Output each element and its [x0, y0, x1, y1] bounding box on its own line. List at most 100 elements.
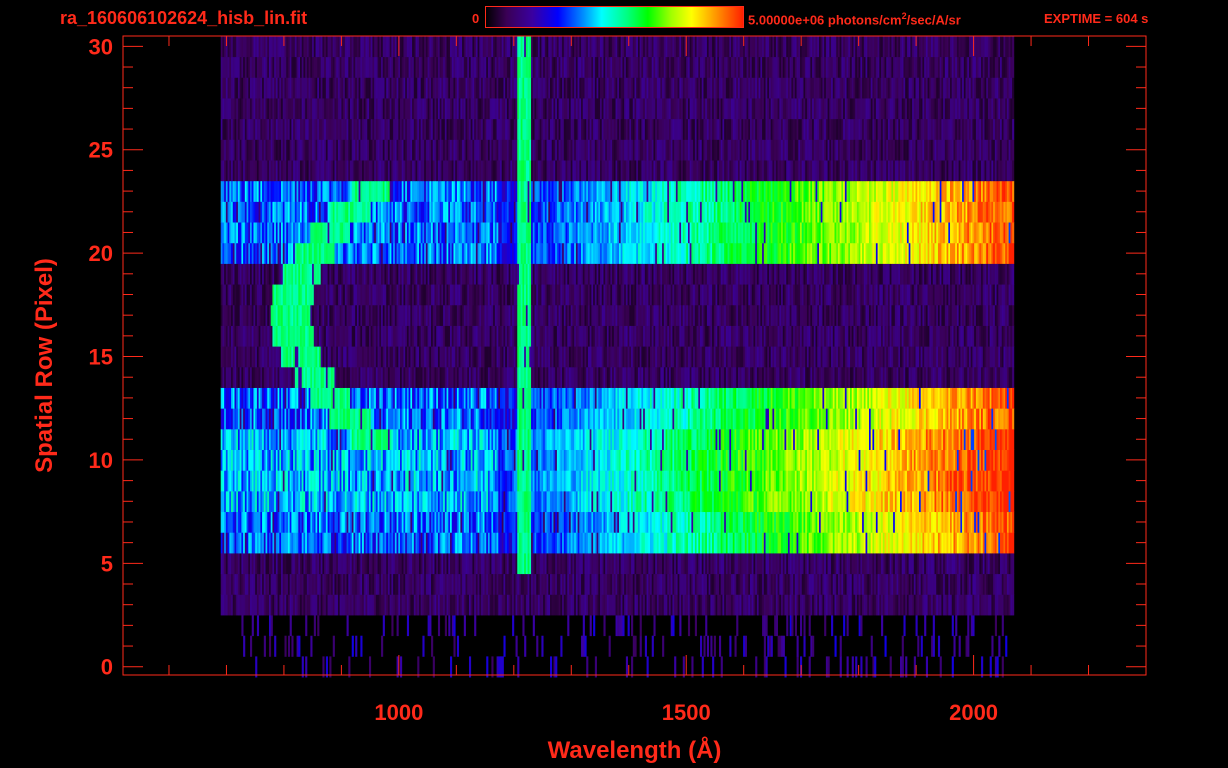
- heatmap-cell: [289, 449, 292, 471]
- heatmap-cell: [789, 428, 792, 450]
- heatmap-cell: [944, 532, 947, 554]
- heatmap-cell: [525, 449, 529, 471]
- heatmap-cell: [441, 573, 444, 595]
- heatmap-cell: [639, 594, 642, 616]
- heatmap-cell: [934, 449, 937, 471]
- heatmap-cell: [279, 532, 282, 554]
- heatmap-cell: [803, 552, 806, 575]
- heatmap-cell: [570, 573, 573, 595]
- heatmap-cell: [586, 449, 589, 471]
- heatmap-cell: [306, 387, 310, 409]
- heatmap-cell: [658, 408, 661, 430]
- heatmap-cell: [243, 532, 246, 554]
- heatmap-cell: [920, 490, 923, 513]
- heatmap-cell: [755, 408, 758, 430]
- heatmap-cell: [348, 449, 351, 471]
- heatmap-cell: [994, 408, 997, 430]
- heatmap-cell: [1006, 573, 1010, 595]
- heatmap-cell: [253, 428, 256, 450]
- heatmap-cell: [1005, 635, 1008, 657]
- heatmap-cell: [567, 594, 570, 616]
- heatmap-cell: [941, 449, 944, 471]
- heatmap-cell: [410, 408, 413, 430]
- heatmap-cell: [475, 511, 479, 533]
- heatmap-cell: [363, 490, 366, 513]
- heatmap-cell: [936, 594, 939, 616]
- heatmap-cell: [841, 490, 844, 513]
- heatmap-cell: [341, 573, 344, 595]
- heatmap-cell: [268, 490, 272, 513]
- heatmap-cell: [991, 635, 994, 657]
- heatmap-cell: [577, 532, 580, 554]
- heatmap-cell: [870, 490, 873, 513]
- heatmap-cell: [496, 408, 499, 430]
- heatmap-cell: [729, 490, 732, 513]
- heatmap-cell: [453, 408, 456, 430]
- heatmap-cell: [853, 573, 856, 595]
- heatmap-cell: [605, 532, 608, 554]
- heatmap-cell: [498, 470, 501, 492]
- heatmap-cell: [967, 449, 970, 471]
- heatmap-cell: [668, 490, 672, 513]
- heatmap-cell: [956, 573, 960, 595]
- heatmap-cell: [962, 532, 965, 554]
- heatmap-cell: [1001, 552, 1004, 575]
- heatmap-cell: [453, 532, 456, 554]
- heatmap-cell: [551, 594, 554, 616]
- heatmap-cell: [863, 594, 866, 616]
- heatmap-cell: [891, 490, 894, 513]
- heatmap-cell: [539, 470, 542, 492]
- heatmap-cell: [631, 594, 634, 616]
- heatmap-cell: [653, 615, 656, 637]
- heatmap-cell: [498, 511, 501, 533]
- heatmap-cell: [387, 449, 391, 471]
- heatmap-cell: [756, 594, 760, 616]
- heatmap-cell: [532, 532, 535, 554]
- heatmap-cell: [286, 449, 289, 471]
- heatmap-cell: [387, 408, 391, 430]
- heatmap-cell: [568, 594, 572, 616]
- heatmap-cell: [779, 594, 782, 616]
- heatmap-cell: [260, 490, 263, 513]
- heatmap-cell: [429, 615, 432, 637]
- heatmap-cell: [996, 490, 999, 513]
- heatmap-cell: [353, 428, 356, 450]
- heatmap-cell: [627, 615, 630, 637]
- heatmap-cell: [567, 470, 570, 492]
- heatmap-cell: [263, 408, 266, 430]
- heatmap-cell: [289, 408, 292, 430]
- heatmap-cell: [489, 490, 492, 513]
- heatmap-cell: [900, 532, 903, 554]
- heatmap-cell: [687, 573, 691, 595]
- heatmap-cell: [875, 594, 879, 616]
- heatmap-cell: [260, 573, 263, 595]
- heatmap-cell: [784, 532, 787, 554]
- heatmap-cell: [400, 449, 403, 471]
- heatmap-cell: [343, 387, 346, 409]
- heatmap-cell: [850, 408, 853, 430]
- heatmap-cell: [891, 470, 894, 492]
- heatmap-cell: [950, 449, 953, 471]
- heatmap-cell: [681, 490, 684, 513]
- heatmap-cell: [486, 428, 489, 450]
- heatmap-cell: [282, 470, 285, 492]
- heatmap-cell: [786, 573, 789, 595]
- heatmap-cell: [493, 449, 496, 471]
- heatmap-cell: [710, 552, 713, 575]
- heatmap-cell: [784, 656, 787, 678]
- heatmap-cell: [425, 511, 429, 533]
- heatmap-cell: [458, 511, 461, 533]
- heatmap-cell: [568, 532, 572, 554]
- heatmap-cell: [815, 428, 818, 450]
- heatmap-cell: [325, 594, 328, 616]
- heatmap-cell: [486, 532, 489, 554]
- heatmap-cell: [479, 408, 482, 430]
- heatmap-cell: [562, 573, 565, 595]
- heatmap-cell: [281, 449, 284, 471]
- heatmap-cell: [446, 511, 449, 533]
- heatmap-cell: [665, 470, 668, 492]
- heatmap-cell: [987, 573, 991, 595]
- heatmap-cell: [858, 511, 861, 533]
- heatmap-cell: [555, 594, 558, 616]
- heatmap-cell: [529, 408, 532, 430]
